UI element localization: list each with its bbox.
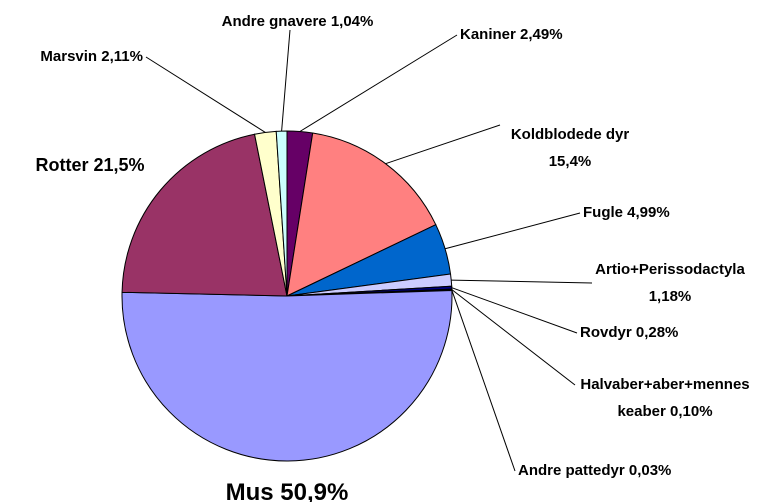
- category-label: Koldblodede dyr: [510, 126, 630, 143]
- slice-label: Kaniner 2,49%: [460, 21, 563, 48]
- slice-label: Rovdyr 0,28%: [580, 319, 678, 346]
- value-label: 2,11%: [101, 48, 143, 65]
- value-label: 1,18%: [648, 288, 692, 305]
- category-label: Rotter: [35, 155, 89, 175]
- slice-label: Andre gnavere 1,04%: [180, 8, 415, 35]
- leader-line: [451, 290, 516, 472]
- leader-line: [299, 34, 458, 132]
- pie-slice: [286, 132, 437, 297]
- category-label: Rovdyr: [580, 324, 632, 341]
- leader-line: [451, 279, 593, 284]
- category-label: Kaniner: [460, 26, 516, 43]
- leader-line: [145, 56, 266, 133]
- value-label: 21,5%: [93, 155, 145, 175]
- pie-slice: [121, 289, 453, 462]
- category-label: Fugle: [583, 204, 623, 221]
- category-label: Andre pattedyr: [518, 462, 625, 479]
- slice-label: Halvaber+aber+menneskeaber 0,10%: [580, 371, 750, 425]
- category-label: Artio+Perissodactyla: [595, 261, 745, 278]
- slice-label: Koldblodede dyr 15,4%: [500, 121, 640, 175]
- value-label: 4,99%: [627, 204, 670, 221]
- leader-line: [444, 212, 581, 250]
- value-label: 15,4%: [548, 153, 592, 170]
- slice-label: Fugle 4,99%: [583, 199, 670, 226]
- category-label: Andre gnavere: [221, 13, 327, 30]
- category-label: Marsvin: [40, 48, 98, 65]
- slice-label: Mus 50,9%: [187, 477, 387, 502]
- pie-slice: [121, 133, 288, 297]
- slice-label: Marsvin 2,11%: [0, 43, 143, 70]
- category-label: Halvaber+aber+menneskeaber: [580, 376, 750, 420]
- leader-line: [451, 287, 578, 334]
- leader-line: [451, 289, 576, 386]
- slice-label: Andre pattedyr 0,03%: [518, 457, 671, 484]
- slice-label: Rotter 21,5%: [0, 152, 180, 178]
- value-label: 2,49%: [520, 26, 563, 43]
- leader-line: [385, 124, 501, 165]
- leader-line: [281, 29, 291, 132]
- category-label: Mus: [225, 479, 274, 502]
- value-label: 50,9%: [280, 479, 349, 502]
- value-label: 0,28%: [635, 324, 679, 341]
- slice-label: Artio+Perissodactyla 1,18%: [585, 256, 755, 310]
- value-label: 0,03%: [628, 462, 672, 479]
- value-label: 1,04%: [330, 13, 374, 30]
- value-label: 0,10%: [670, 403, 713, 420]
